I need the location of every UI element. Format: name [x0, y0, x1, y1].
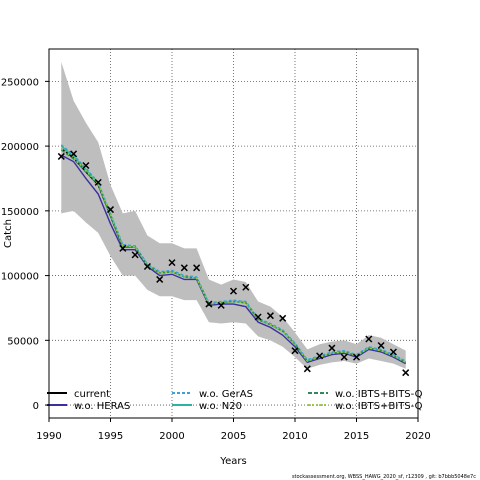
x-tick-label: 1995	[98, 431, 123, 442]
series-lines-layer	[60, 144, 407, 365]
x-tick-label: 2005	[221, 431, 246, 442]
observed-point	[316, 352, 324, 360]
observed-point	[119, 244, 127, 252]
x-tick-label: 2015	[344, 431, 369, 442]
confidence-band	[61, 61, 406, 369]
observed-point	[168, 259, 176, 267]
observed-point	[242, 283, 250, 291]
observed-point	[328, 344, 336, 352]
observed-point	[303, 365, 311, 373]
y-tick-label: 50000	[7, 336, 39, 347]
observed-point	[143, 262, 151, 271]
observed-point	[266, 312, 274, 320]
y-axis-title: Catch	[3, 219, 14, 248]
y-axis: 0 50000 100000 150000 200000 250000	[1, 77, 49, 412]
series-line	[60, 149, 407, 363]
observed-point	[106, 206, 115, 214]
observed-point	[352, 353, 361, 361]
legend-item: w.o. IBTS+BITS-Q	[308, 401, 423, 412]
observed-point	[254, 313, 262, 321]
observed-point	[94, 178, 102, 186]
observed-point	[205, 300, 213, 308]
observed-point	[291, 347, 299, 355]
observed-point	[131, 251, 139, 259]
observed-point	[365, 335, 373, 343]
legend-label: w.o. IBTS+BITS-Q	[335, 389, 423, 400]
observed-catch-markers	[57, 150, 410, 377]
legend-label: w.o. N20	[199, 401, 242, 412]
series-line	[60, 154, 407, 365]
x-tick-label: 2010	[282, 431, 307, 442]
observed-point	[340, 353, 348, 361]
observed-point	[217, 301, 225, 309]
observed-point	[70, 150, 78, 158]
x-axis: 1990 1995 2000 2005 2010 2015 2020	[36, 418, 431, 442]
legend-label: w.o. IBTS+BITS-Q	[335, 401, 423, 412]
observed-point	[279, 314, 287, 322]
observed-point	[57, 152, 65, 160]
legend-item: w.o. GerAS	[172, 389, 253, 400]
legend-item: w.o. N20	[172, 401, 242, 412]
legend-label: w.o. HERAS	[74, 401, 130, 412]
observed-point	[180, 264, 188, 272]
y-tick-label: 0	[33, 401, 39, 412]
observed-point	[402, 369, 410, 377]
series-line	[60, 144, 407, 362]
confidence-band-layer	[61, 61, 406, 369]
x-tick-label: 2020	[405, 431, 430, 442]
y-tick-label: 250000	[1, 77, 39, 88]
y-tick-label: 200000	[1, 142, 39, 153]
footer-note: stockassessment.org, WBSS_HAWG_2020_sf, …	[292, 474, 476, 480]
legend-item: w.o. IBTS+BITS-Q	[308, 389, 423, 400]
legend-label: current	[74, 389, 110, 400]
x-tick-label: 1990	[36, 431, 61, 442]
x-axis-title: Years	[219, 456, 246, 467]
observed-point	[193, 264, 201, 272]
observed-point	[377, 341, 385, 350]
y-tick-label: 100000	[1, 272, 39, 283]
legend-item: w.o. HERAS	[47, 401, 130, 412]
x-tick-label: 2000	[159, 431, 184, 442]
observed-point	[82, 161, 90, 170]
y-tick-label: 150000	[1, 207, 39, 218]
observed-point	[156, 275, 164, 283]
observed-point	[389, 348, 397, 356]
observed-point	[229, 287, 238, 295]
legend-label: w.o. GerAS	[199, 389, 253, 400]
legend-item: current	[47, 389, 110, 400]
